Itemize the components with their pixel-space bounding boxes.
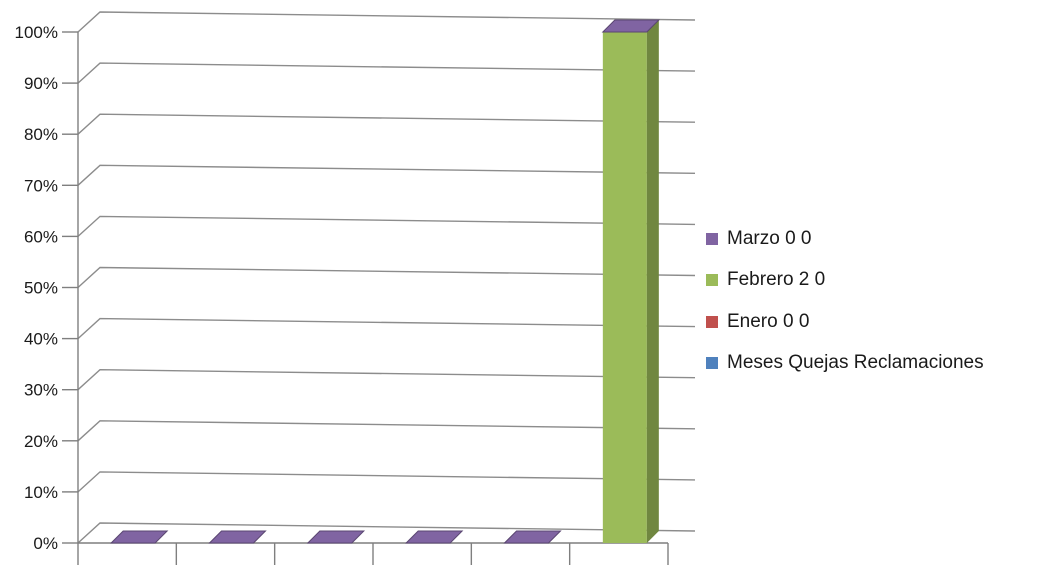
legend-item: Meses Quejas Reclamaciones [706, 343, 984, 385]
y-tick-label: 20% [24, 432, 58, 451]
gridline [77, 113, 696, 135]
legend-item: Marzo 0 0 [706, 218, 984, 260]
gridline [77, 368, 696, 391]
gridline [77, 164, 696, 186]
legend-label: Marzo 0 0 [727, 227, 812, 249]
bar-front [602, 32, 647, 543]
gridline [77, 215, 696, 237]
y-tick-label: 80% [24, 125, 58, 144]
y-tick-label: 30% [24, 381, 58, 400]
legend-label: Febrero 2 0 [727, 269, 826, 291]
gridline [77, 317, 696, 340]
legend-swatch [706, 357, 718, 370]
bar-top [503, 530, 562, 544]
bar-side [646, 20, 659, 543]
bar-top [601, 19, 661, 33]
legend-label: Meses Quejas Reclamaciones [727, 352, 984, 374]
y-tick-label: 0% [33, 534, 58, 553]
y-tick-label: 90% [24, 74, 58, 93]
gridline [77, 11, 696, 33]
bars [109, 19, 661, 544]
gridline [77, 62, 696, 84]
y-tick-label: 50% [24, 279, 58, 298]
bar-top [109, 530, 169, 544]
gridline [77, 266, 696, 289]
gridline [77, 522, 696, 544]
legend-swatch [706, 232, 718, 245]
y-axis: 0% 10% 20% 30% 40% 50% 60% 70% 80% 90% 100% [15, 23, 79, 553]
gridlines [77, 11, 696, 544]
y-tick-label: 70% [24, 176, 58, 195]
y-tick-label: 60% [24, 227, 58, 246]
y-tick-label: 10% [24, 483, 58, 502]
y-tick-label: 100% [15, 23, 58, 42]
legend-swatch [706, 274, 718, 287]
bar-top [208, 530, 267, 544]
y-tick-label: 40% [24, 330, 58, 349]
legend-item: Enero 0 0 [706, 301, 984, 343]
bar-top [306, 530, 366, 544]
legend-item: Febrero 2 0 [706, 260, 984, 302]
x-axis [77, 542, 669, 565]
gridline [77, 471, 696, 493]
bar-top [404, 530, 464, 544]
legend: Marzo 0 0 Febrero 2 0 Enero 0 0 Meses Queja… [706, 218, 984, 384]
legend-label: Enero 0 0 [727, 310, 810, 332]
gridline [77, 420, 696, 442]
legend-swatch [706, 315, 718, 328]
